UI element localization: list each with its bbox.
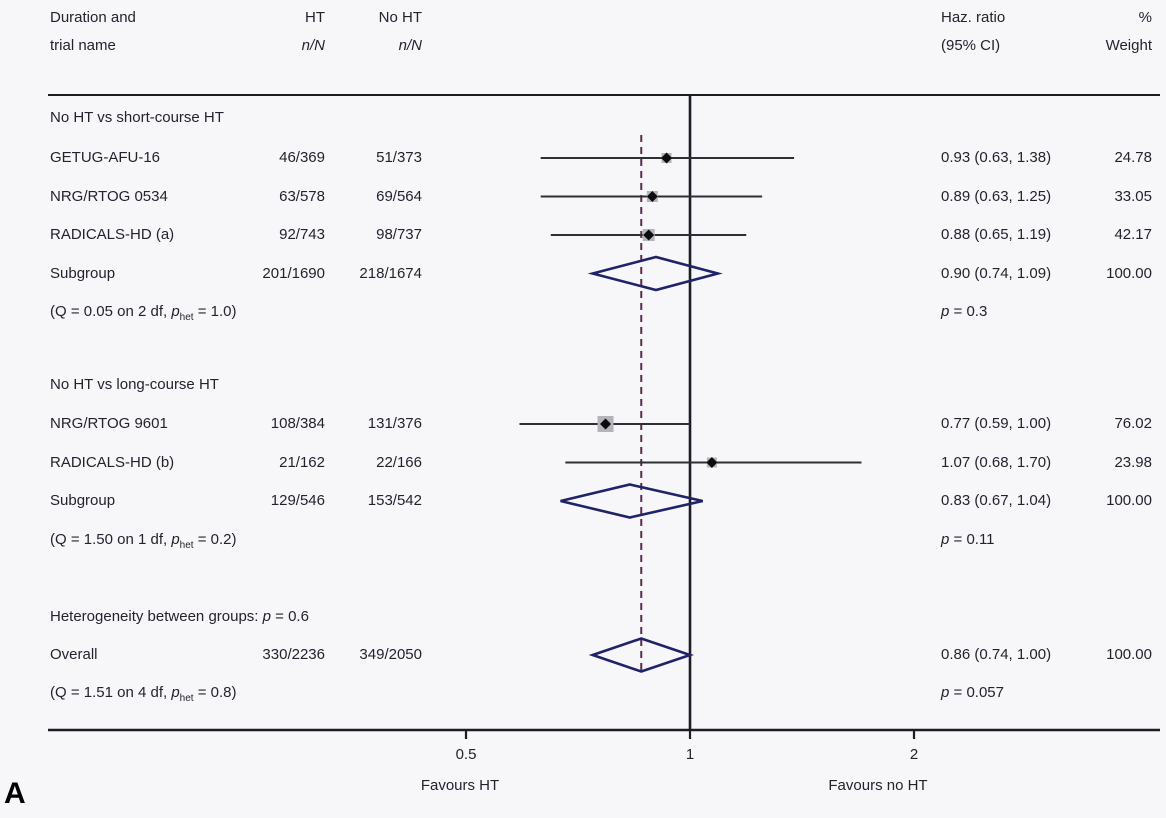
weight-text-subgroup: 100.00 — [1106, 492, 1152, 509]
noht-count: 51/373 — [376, 149, 422, 166]
between-groups-note: Heterogeneity between groups: p = 0.6 — [50, 608, 309, 625]
weight-text-overall: 100.00 — [1106, 646, 1152, 663]
overall-p-value: p = 0.057 — [941, 684, 1004, 701]
trial-name: GETUG-AFU-16 — [50, 149, 161, 166]
column-header-trial-line1: Duration and — [50, 9, 136, 26]
ht-count: 46/369 — [279, 149, 325, 166]
hr-ci-text: 0.88 (0.65, 1.19) — [941, 226, 1052, 243]
hr-ci-text-subgroup: 0.90 (0.74, 1.09) — [941, 264, 1052, 282]
subgroup-diamond — [587, 255, 723, 292]
group-title-0: No HT vs short-course HT — [50, 109, 224, 126]
p-value-1: p = 0.11 — [941, 530, 995, 548]
het-stat-1: (Q = 1.50 on 1 df, phet = 0.2) — [50, 530, 237, 551]
trial-name-overall: Overall — [50, 646, 98, 663]
axis-tick-label-2: 2 — [909, 746, 919, 763]
axis-tick-label-1: 1 — [685, 746, 695, 763]
effect-marker — [600, 418, 612, 430]
effect-marker — [643, 229, 655, 241]
hr-ci-text: 0.93 (0.63, 1.38) — [941, 149, 1052, 166]
column-header-ht-nN: n/N — [301, 37, 325, 54]
noht-count: 69/564 — [376, 187, 422, 205]
column-header-ht: HT — [305, 9, 325, 26]
ht-count: 92/743 — [279, 226, 325, 243]
group-title-1: No HT vs long-course HT — [50, 376, 219, 393]
column-header-trial-line2: trial name — [50, 37, 116, 54]
overall-diamond — [588, 637, 695, 673]
noht-count: 98/737 — [376, 226, 422, 243]
ht-count-overall: 330/2236 — [262, 646, 325, 663]
het-stat-0: (Q = 0.05 on 2 df, phet = 1.0) — [50, 303, 237, 323]
weight-text: 76.02 — [1114, 415, 1152, 432]
p-value-0: p = 0.3 — [941, 303, 988, 320]
hr-ci-text-subgroup: 0.83 (0.67, 1.04) — [941, 492, 1052, 509]
column-header-weight-line2: Weight — [1105, 37, 1152, 54]
noht-count: 131/376 — [367, 415, 422, 432]
trial-name-subgroup: Subgroup — [50, 492, 116, 509]
weight-text: 33.05 — [1114, 187, 1152, 205]
column-header-hr-line2: (95% CI) — [941, 37, 1001, 54]
noht-count: 22/166 — [376, 453, 422, 471]
noht-count-subgroup: 218/1674 — [359, 264, 422, 282]
axis-tick-label-0: 0.5 — [455, 746, 477, 763]
ht-count: 108/384 — [270, 415, 325, 432]
trial-name: NRG/RTOG 9601 — [50, 415, 168, 432]
weight-text: 23.98 — [1114, 453, 1152, 471]
hr-ci-text: 1.07 (0.68, 1.70) — [941, 453, 1052, 471]
favours-right-label: Favours no HT — [828, 777, 928, 794]
ht-count-subgroup: 129/546 — [270, 492, 325, 509]
ht-count: 63/578 — [279, 187, 325, 205]
trial-name: NRG/RTOG 0534 — [50, 187, 168, 205]
noht-count-overall: 349/2050 — [359, 646, 422, 663]
weight-text: 24.78 — [1114, 149, 1152, 166]
column-header-weight-line1: % — [1138, 9, 1152, 26]
weight-text: 42.17 — [1114, 226, 1152, 243]
hr-ci-text-overall: 0.86 (0.74, 1.00) — [941, 646, 1052, 663]
column-header-noht-nN: n/N — [398, 37, 422, 54]
trial-name-subgroup: Subgroup — [50, 264, 116, 282]
trial-name: RADICALS-HD (a) — [50, 226, 175, 243]
ht-count: 21/162 — [279, 453, 325, 471]
subgroup-diamond — [560, 483, 703, 519]
hr-ci-text: 0.77 (0.59, 1.00) — [941, 415, 1052, 432]
hr-ci-text: 0.89 (0.63, 1.25) — [941, 187, 1052, 205]
column-header-hr-line1: Haz. ratio — [941, 9, 1006, 26]
trial-name: RADICALS-HD (b) — [50, 453, 175, 471]
effect-marker — [706, 457, 718, 468]
overall-het-stat: (Q = 1.51 on 4 df, phet = 0.8) — [50, 684, 237, 704]
panel-label: A — [4, 777, 26, 810]
column-header-noht: No HT — [378, 9, 422, 26]
effect-marker — [661, 152, 673, 164]
noht-count-subgroup: 153/542 — [367, 492, 422, 509]
effect-marker — [646, 191, 658, 202]
favours-left-label: Favours HT — [420, 777, 500, 794]
weight-text-subgroup: 100.00 — [1106, 264, 1152, 282]
ht-count-subgroup: 201/1690 — [262, 264, 325, 282]
